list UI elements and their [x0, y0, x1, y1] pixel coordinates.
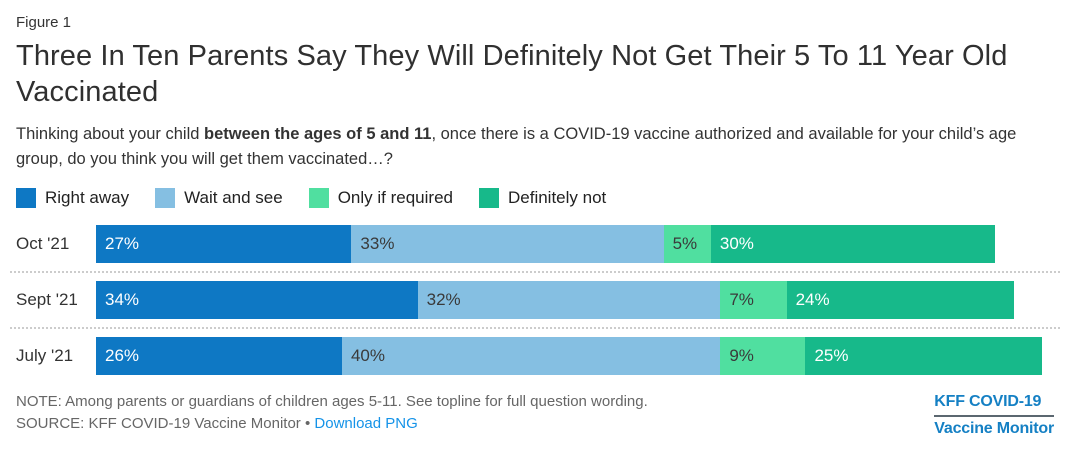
bar-segment: 27% [96, 225, 352, 263]
bar-segment: 24% [786, 281, 1014, 319]
download-png-link[interactable]: Download PNG [314, 415, 418, 432]
bar-segment: 25% [805, 337, 1042, 375]
bar-segment: 30% [710, 225, 995, 263]
row-label: Oct '21 [16, 234, 70, 253]
stacked-bar-chart: Oct '21 27% 33% 5% 30% Sept '21 34% 32% 7% 24% Jul… [10, 225, 1060, 375]
legend: Right away Wait and see Only if required De… [16, 188, 1054, 208]
footer: NOTE: Among parents or guardians of chil… [16, 391, 1054, 438]
bar-track: 26% 40% 9% 25% [96, 337, 1042, 375]
bar-segment: 9% [720, 337, 806, 375]
bullet-glyph: • [304, 415, 311, 432]
bar-segment: 5% [663, 225, 711, 263]
legend-label: Definitely not [507, 188, 607, 207]
legend-swatch [478, 188, 499, 208]
bar-track: 27% 33% 5% 30% [96, 225, 1042, 263]
source-line: SOURCE: KFF COVID-19 Vaccine Monitor • D… [16, 413, 648, 435]
chart-subtitle: Thinking about your child between the ag… [16, 122, 1052, 172]
note-text: NOTE: Among parents or guardians of chil… [16, 393, 648, 410]
bar-segment: 32% [417, 281, 721, 319]
chart-rows: Oct '21 27% 33% 5% 30% Sept '21 34% 32% 7% 24% Jul… [10, 225, 1060, 375]
legend-label: Right away [45, 188, 130, 207]
legend-item: Right away [16, 188, 129, 208]
subtitle-pre: Thinking about your child [16, 125, 205, 143]
row-label: Sept '21 [16, 290, 78, 309]
subtitle-post: , once there is a COVID-19 vaccine autho… [16, 125, 1017, 168]
bar-row: Oct '21 27% 33% 5% 30% [16, 225, 1054, 263]
kff-vaccine-monitor-logo[interactable]: KFF COVID-19 Vaccine Monitor [934, 393, 1054, 438]
bar-segment: 40% [341, 337, 721, 375]
page-title: Three In Ten Parents Say They Will Defin… [16, 40, 1008, 108]
figure-label: Figure 1 [16, 14, 72, 31]
row-separator [10, 271, 1060, 273]
legend-swatch [16, 188, 36, 208]
bar-segment: 7% [720, 281, 787, 319]
legend-item: Definitely not [478, 188, 607, 208]
legend-label: Only if required [337, 188, 453, 207]
logo-line-1: KFF COVID-19 [934, 393, 1054, 417]
source-text: SOURCE: KFF COVID-19 Vaccine Monitor [16, 415, 301, 432]
legend-swatch [308, 188, 329, 208]
subtitle-bold: between the ages of 5 and 11 [204, 125, 432, 143]
bar-row: Sept '21 34% 32% 7% 24% [16, 281, 1054, 319]
bar-segment: 33% [351, 225, 664, 263]
row-separator [10, 327, 1060, 329]
bar-segment: 26% [96, 337, 342, 375]
footer-notes: NOTE: Among parents or guardians of chil… [16, 391, 648, 435]
legend-label: Wait and see [184, 188, 283, 207]
legend-swatch [155, 188, 176, 208]
legend-item: Only if required [308, 188, 453, 208]
bar-segment: 34% [96, 281, 418, 319]
logo-line-2: Vaccine Monitor [934, 420, 1054, 437]
bar-row: July '21 26% 40% 9% 25% [16, 337, 1054, 375]
row-label: July '21 [16, 346, 74, 365]
bar-track: 34% 32% 7% 24% [96, 281, 1042, 319]
legend-item: Wait and see [155, 188, 283, 208]
